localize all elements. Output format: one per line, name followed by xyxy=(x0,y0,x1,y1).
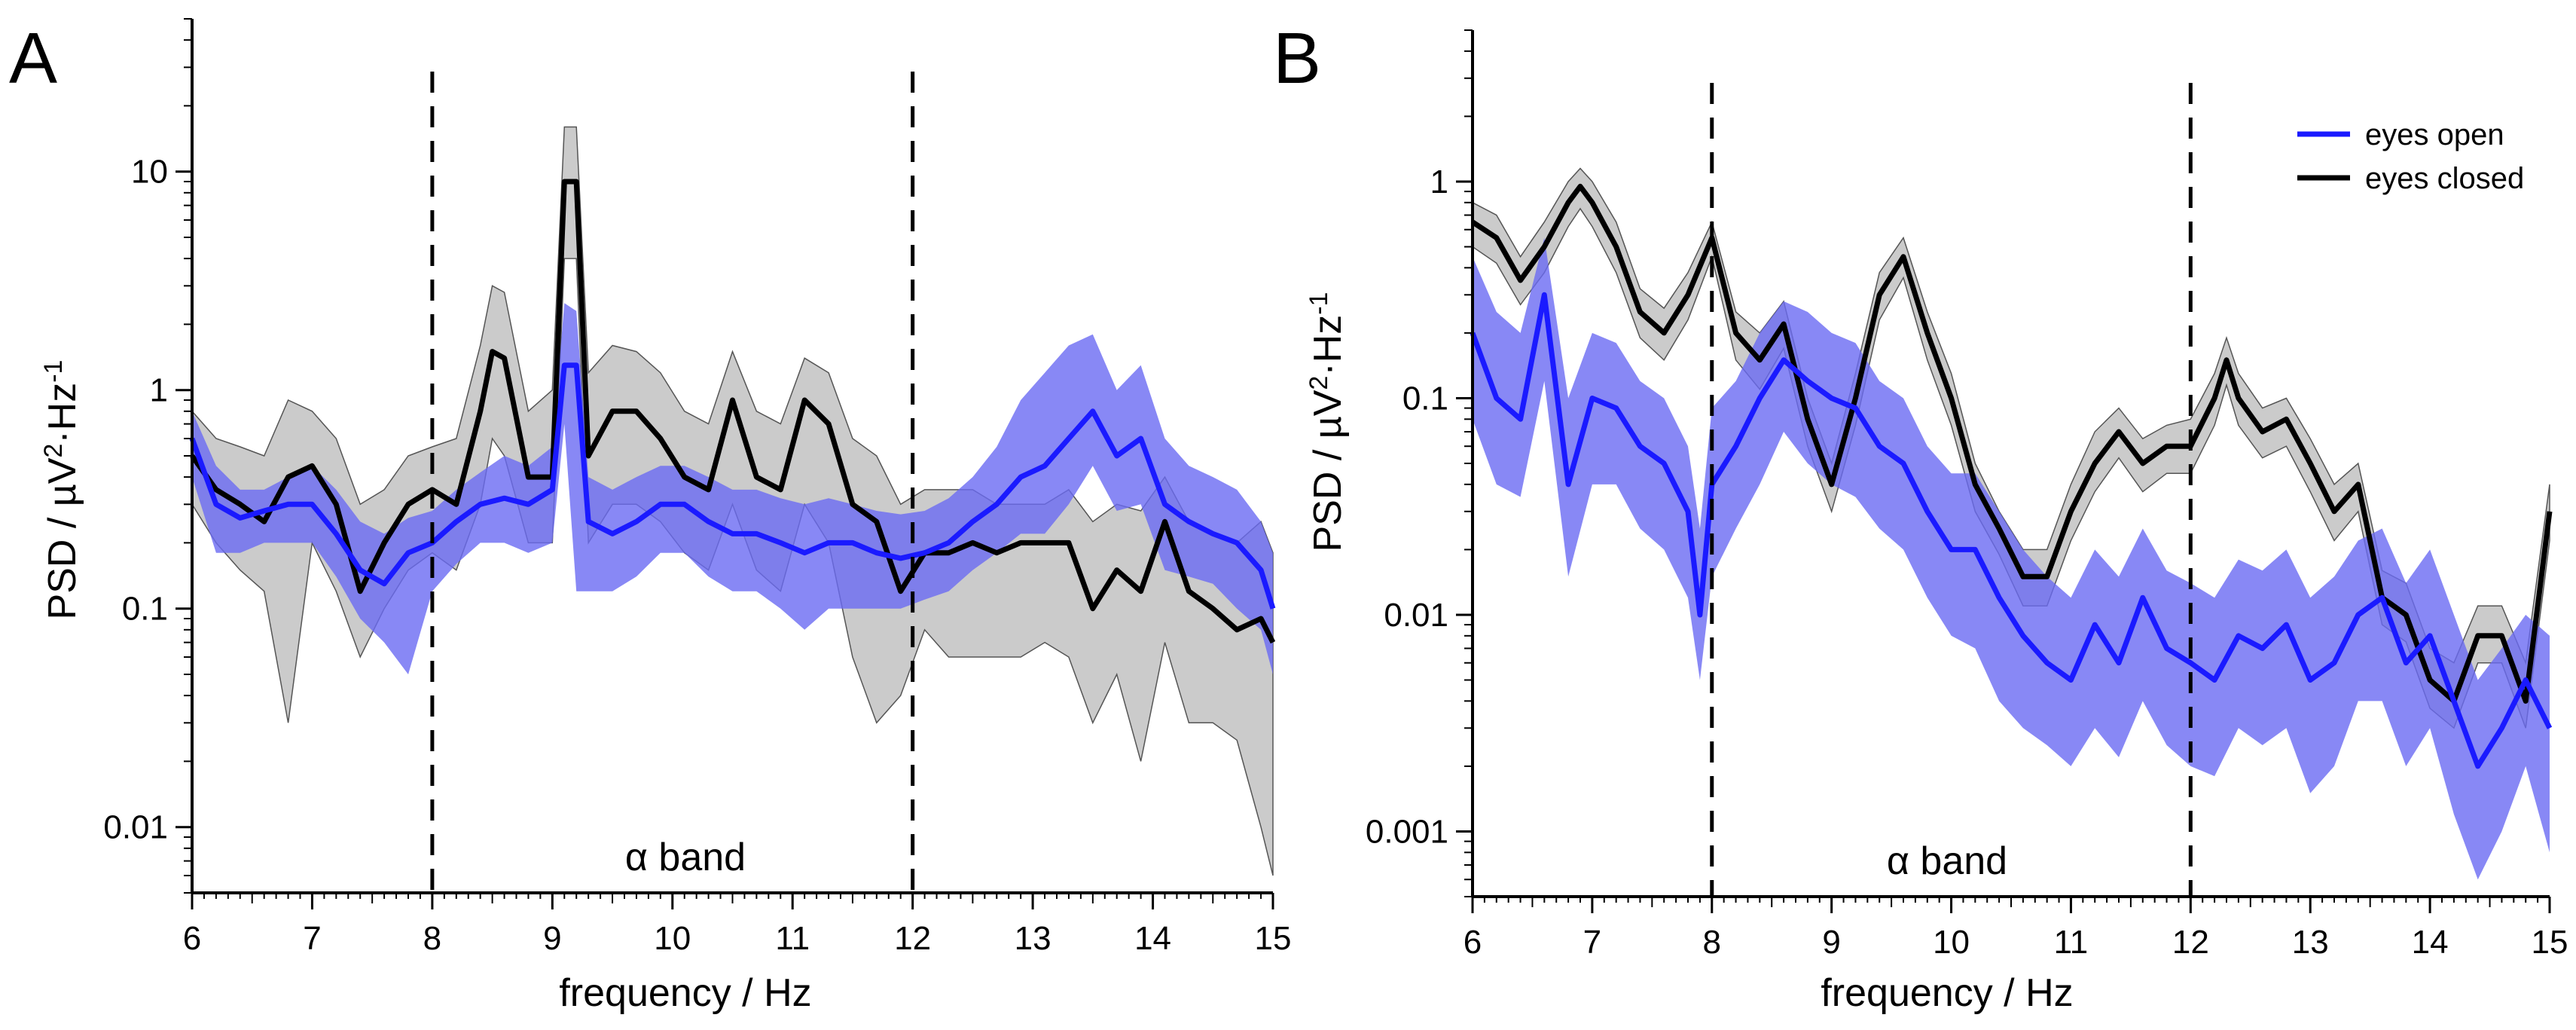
panel-a-x-tick-label: 13 xyxy=(1015,920,1051,957)
panel-b-y-tick-label: 0.1 xyxy=(1402,380,1448,417)
panel-a-x-tick-label: 7 xyxy=(303,920,321,957)
panel-a-x-tick-label: 6 xyxy=(183,920,201,957)
panel-b-label: B xyxy=(1273,18,1321,99)
panel-b-x-tick-label: 8 xyxy=(1703,924,1721,961)
panel-a-x-tick-label: 8 xyxy=(423,920,441,957)
panel-b-ylabel-sup1: 2 xyxy=(1305,376,1333,390)
panel-a-x-tick-label: 14 xyxy=(1134,920,1171,957)
panel-b-ylabel-base: PSD / µV xyxy=(1306,390,1350,552)
panel-a-y-tick-label: 0.01 xyxy=(103,809,168,846)
panel-a: A 0.01 0.1 1 10 6 7 8 9 10 11 12 13 14 15 α band fre… xyxy=(9,18,1291,1015)
panel-a-line-eyes-closed xyxy=(190,179,1276,644)
panel-b-confidence-bands xyxy=(1472,167,2550,880)
panel-a-x-tick-label: 10 xyxy=(654,920,691,957)
panel-b-ylabel-mid: ·Hz xyxy=(1306,315,1350,376)
panel-a-ylabel-base: PSD / µV xyxy=(41,457,84,619)
panel-b-x-tick-label: 12 xyxy=(2172,924,2209,961)
panel-a-ylabel-sup1: 2 xyxy=(39,444,68,458)
panel-b-y-ticks: 0.001 0.01 0.1 1 xyxy=(1366,29,1473,897)
panel-a-x-tick-label: 9 xyxy=(543,920,561,957)
panel-b-y-tick-label: 0.01 xyxy=(1384,597,1448,634)
panel-b-mean-lines xyxy=(1470,183,2553,769)
panel-b-x-ticks: 6 7 8 9 10 11 12 13 14 15 xyxy=(1463,897,2568,961)
panel-a-ylabel-mid: ·Hz xyxy=(41,383,84,444)
panel-b-y-tick-label: 1 xyxy=(1430,164,1448,200)
panel-a-ylabel-sup2: -1 xyxy=(39,360,68,383)
panel-a-x-tick-label: 12 xyxy=(894,920,931,957)
panel-b-x-tick-label: 11 xyxy=(2054,924,2089,961)
panel-b-x-axis-title: frequency / Hz xyxy=(1821,971,2073,1015)
panel-b-x-tick-label: 14 xyxy=(2412,924,2449,961)
panel-b-x-tick-label: 6 xyxy=(1463,924,1482,961)
panel-a-x-tick-label: 11 xyxy=(775,920,810,957)
panel-a-x-tick-label: 15 xyxy=(1255,920,1292,957)
panel-b-line-eyes-open xyxy=(1470,292,2553,769)
legend-label-eyes-open: eyes open xyxy=(2365,118,2504,151)
panel-a-x-axis-title: frequency / Hz xyxy=(559,971,811,1015)
panel-a-confidence-bands xyxy=(191,126,1274,876)
panel-b-ylabel-sup2: -1 xyxy=(1305,292,1333,315)
panel-b-x-tick-label: 15 xyxy=(2532,924,2568,961)
panel-b-legend: eyes open eyes closed xyxy=(2297,118,2524,195)
panel-a-band-label: α band xyxy=(625,836,746,879)
panel-a-y-ticks: 0.01 0.1 1 10 xyxy=(103,18,192,894)
panel-b-band-eyes-open xyxy=(1473,237,2550,880)
panel-a-mean-lines xyxy=(189,179,1276,644)
panel-a-y-tick-label: 10 xyxy=(131,154,168,191)
panel-a-label: A xyxy=(9,18,57,99)
legend-label-eyes-closed: eyes closed xyxy=(2365,162,2524,195)
panel-b-y-tick-label: 0.001 xyxy=(1366,813,1448,850)
panel-b-x-tick-label: 13 xyxy=(2292,924,2329,961)
panel-a-x-ticks: 6 7 8 9 10 11 12 13 14 15 xyxy=(183,893,1292,957)
panel-a-y-tick-label: 0.1 xyxy=(122,591,168,628)
panel-b-x-tick-label: 9 xyxy=(1822,924,1840,961)
panel-a-band-eyes-open xyxy=(192,303,1273,674)
panel-b-band-label: α band xyxy=(1887,839,2007,883)
panel-b-y-axis-title: PSD / µV2·Hz-1 xyxy=(1305,292,1350,552)
panel-b-x-tick-label: 7 xyxy=(1583,924,1601,961)
panel-a-y-tick-label: 1 xyxy=(150,372,168,409)
panel-a-y-axis-title: PSD / µV2·Hz-1 xyxy=(39,360,84,620)
panel-b-x-tick-label: 10 xyxy=(1933,924,1970,961)
panel-b-band-markers xyxy=(1710,83,2193,897)
panel-b-line-eyes-closed xyxy=(1471,183,2553,704)
panel-a-line-eyes-open xyxy=(189,362,1276,610)
